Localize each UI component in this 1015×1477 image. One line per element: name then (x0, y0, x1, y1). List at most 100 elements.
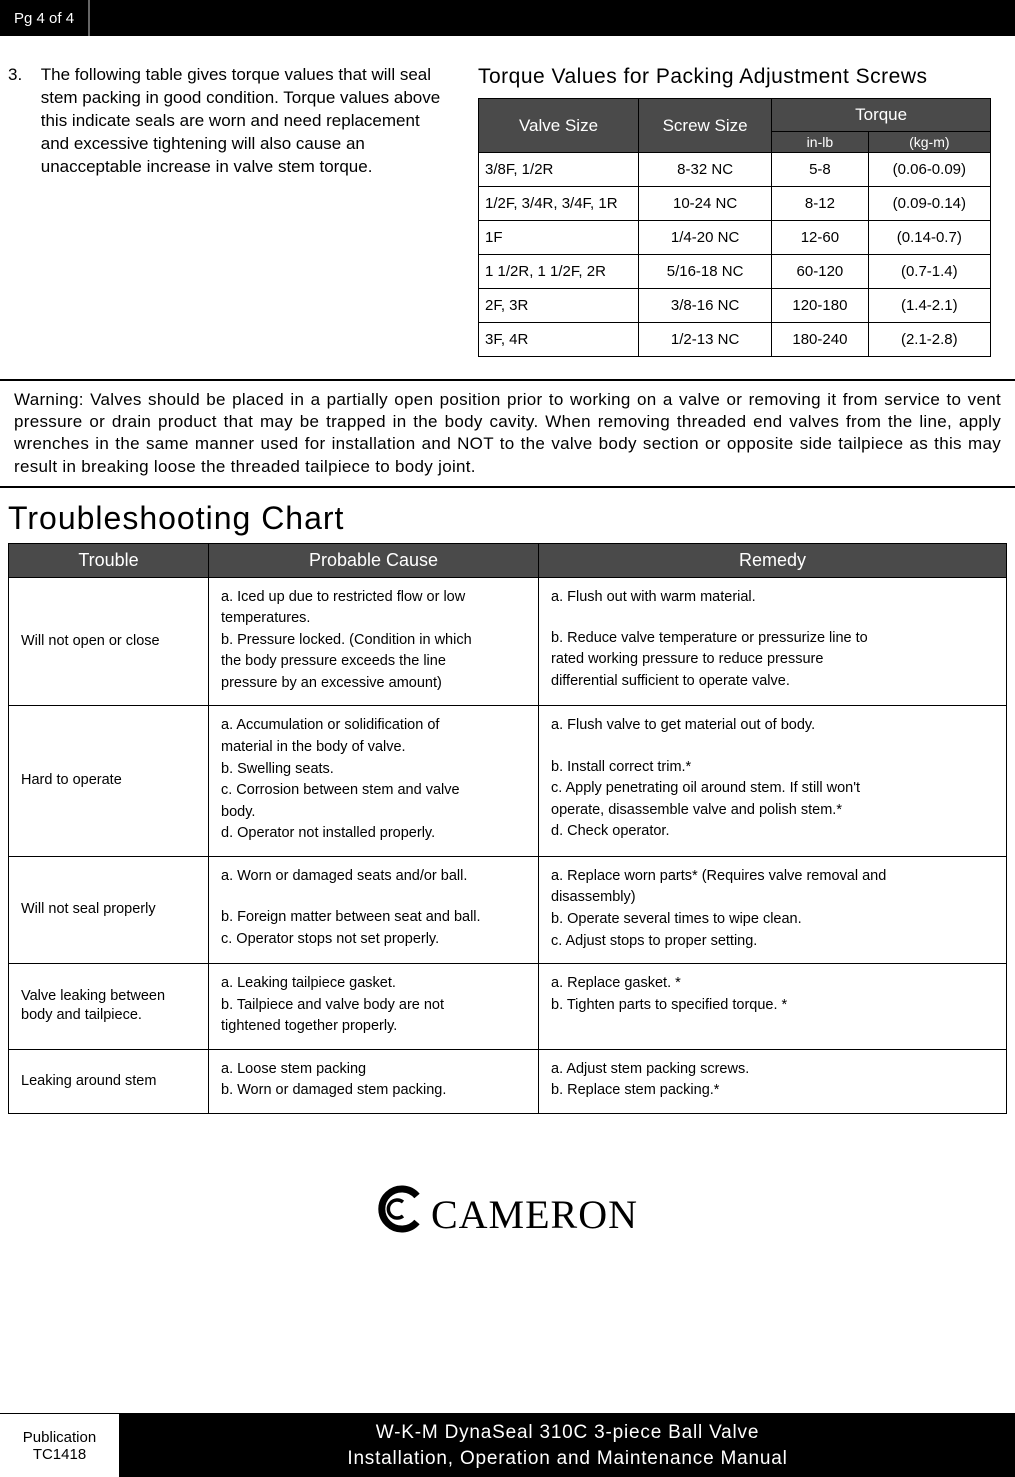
table-row: 3/8F, 1/2R8-32 NC5-8(0.06-0.09) (479, 153, 991, 187)
list-item: b. Pressure locked. (Condition in which (221, 631, 526, 651)
cell-valve: 1/2F, 3/4R, 3/4F, 1R (479, 187, 639, 221)
list-item: b. Worn or damaged stem packing. (221, 1081, 526, 1101)
pub-label: Publication (0, 1429, 119, 1446)
cell-screw: 8-32 NC (639, 153, 772, 187)
table-row: Hard to operatea. Accumulation or solidi… (9, 706, 1007, 856)
list-item: c. Corrosion between stem and valve (221, 781, 526, 801)
intro-paragraph: 3. The following table gives torque valu… (8, 64, 448, 357)
torque-table: Valve Size Screw Size Torque in-lb (kg-m… (478, 98, 991, 357)
intro-number: 3. (8, 64, 36, 87)
list-item: c. Operator stops not set properly. (221, 930, 526, 950)
cell-trouble: Will not seal properly (9, 856, 209, 963)
cell-remedy: a. Flush out with warm material. b. Redu… (539, 577, 1007, 706)
cell-kgm: (0.14-0.7) (868, 221, 990, 255)
logo-c-icon (377, 1184, 427, 1246)
page-number: Pg 4 of 4 (0, 0, 90, 36)
page-header: Pg 4 of 4 (0, 0, 1015, 36)
cell-inlb: 5-8 (772, 153, 868, 187)
table-row: 1 1/2R, 1 1/2F, 2R5/16-18 NC60-120(0.7-1… (479, 255, 991, 289)
cell-valve: 1 1/2R, 1 1/2F, 2R (479, 255, 639, 289)
cell-trouble: Valve leaking between body and tailpiece… (9, 964, 209, 1050)
footer-title: W-K-M DynaSeal 310C 3-piece Ball Valve I… (120, 1414, 1015, 1477)
list-item: b. Replace stem packing.* (551, 1081, 994, 1101)
table-row: 1/2F, 3/4R, 3/4F, 1R10-24 NC8-12(0.09-0.… (479, 187, 991, 221)
cell-trouble: Hard to operate (9, 706, 209, 856)
cell-screw: 1/4-20 NC (639, 221, 772, 255)
list-item: a. Replace worn parts* (Requires valve r… (551, 867, 994, 887)
list-item: pressure by an excessive amount) (221, 674, 526, 694)
th-kgm: (kg-m) (868, 132, 990, 153)
cell-remedy: a. Adjust stem packing screws.b. Replace… (539, 1049, 1007, 1113)
list-item: b. Foreign matter between seat and ball. (221, 908, 526, 928)
table-row: Will not seal properlya. Worn or damaged… (9, 856, 1007, 963)
table-row: Will not open or close a. Iced up due to … (9, 577, 1007, 706)
cell-kgm: (2.1-2.8) (868, 323, 990, 357)
list-item: c. Apply penetrating oil around stem. If… (551, 779, 994, 799)
list-item: a. Accumulation or solidification of (221, 716, 526, 736)
cell-valve: 3/8F, 1/2R (479, 153, 639, 187)
th-cause: Probable Cause (209, 543, 539, 577)
cell-inlb: 60-120 (772, 255, 868, 289)
cell-screw: 10-24 NC (639, 187, 772, 221)
torque-title: Torque Values for Packing Adjustment Scr… (478, 64, 991, 90)
logo-area: CAMERON (0, 1184, 1015, 1246)
warning-text: Warning: Valves should be placed in a pa… (0, 379, 1015, 487)
list-item: operate, disassemble valve and polish st… (551, 801, 994, 821)
list-item: temperatures. (221, 609, 526, 629)
page-footer: Publication TC1418 W-K-M DynaSeal 310C 3… (0, 1413, 1015, 1477)
th-inlb: in-lb (772, 132, 868, 153)
cell-kgm: (0.7-1.4) (868, 255, 990, 289)
list-item: d. Check operator. (551, 822, 994, 842)
list-item: a. Flush out with warm material. (551, 588, 994, 608)
troubleshooting-table: Trouble Probable Cause Remedy Will not o… (8, 543, 1007, 1114)
cell-remedy: a. Flush valve to get material out of bo… (539, 706, 1007, 856)
list-item: b. Operate several times to wipe clean. (551, 910, 994, 930)
list-item: material in the body of valve. (221, 738, 526, 758)
footer-line1: W-K-M DynaSeal 310C 3-piece Ball Valve (120, 1420, 1015, 1446)
list-item: b. Reduce valve temperature or pressuriz… (551, 629, 994, 649)
table-row: 3F, 4R1/2-13 NC180-240(2.1-2.8) (479, 323, 991, 357)
list-item: b. Tailpiece and valve body are not (221, 996, 526, 1016)
pub-code: TC1418 (0, 1446, 119, 1463)
cell-cause: a. Worn or damaged seats and/or ball. b.… (209, 856, 539, 963)
cell-kgm: (0.06-0.09) (868, 153, 990, 187)
list-item: b. Tighten parts to specified torque. * (551, 996, 994, 1016)
list-item: rated working pressure to reduce pressur… (551, 650, 994, 670)
th-trouble: Trouble (9, 543, 209, 577)
cell-remedy: a. Replace worn parts* (Requires valve r… (539, 856, 1007, 963)
list-item: body. (221, 803, 526, 823)
intro-text: The following table gives torque values … (41, 64, 441, 179)
cell-valve: 2F, 3R (479, 289, 639, 323)
table-row: 2F, 3R3/8-16 NC120-180(1.4-2.1) (479, 289, 991, 323)
cameron-logo: CAMERON (377, 1184, 638, 1246)
cell-cause: a. Accumulation or solidification of mat… (209, 706, 539, 856)
list-item: differential sufficient to operate valve… (551, 672, 994, 692)
cell-valve: 1F (479, 221, 639, 255)
cell-screw: 1/2-13 NC (639, 323, 772, 357)
list-item: disassembly) (551, 888, 994, 908)
list-item: b. Install correct trim.* (551, 758, 994, 778)
th-screw: Screw Size (639, 99, 772, 153)
cell-remedy: a. Replace gasket. *b. Tighten parts to … (539, 964, 1007, 1050)
list-item: a. Leaking tailpiece gasket. (221, 974, 526, 994)
cell-valve: 3F, 4R (479, 323, 639, 357)
cell-inlb: 120-180 (772, 289, 868, 323)
cell-trouble: Will not open or close (9, 577, 209, 706)
troubleshooting-title: Troubleshooting Chart (0, 496, 1015, 543)
cell-screw: 3/8-16 NC (639, 289, 772, 323)
footer-publication: Publication TC1418 (0, 1414, 120, 1477)
list-item: a. Iced up due to restricted flow or low (221, 588, 526, 608)
list-item: tightened together properly. (221, 1017, 526, 1037)
list-item: a. Flush valve to get material out of bo… (551, 716, 994, 736)
list-item: a. Loose stem packing (221, 1060, 526, 1080)
table-row: Valve leaking between body and tailpiece… (9, 964, 1007, 1050)
torque-section: Torque Values for Packing Adjustment Scr… (478, 64, 991, 357)
logo-text: CAMERON (431, 1191, 638, 1238)
cell-inlb: 8-12 (772, 187, 868, 221)
th-torque: Torque (772, 99, 991, 132)
footer-line2: Installation, Operation and Maintenance … (120, 1446, 1015, 1472)
th-remedy: Remedy (539, 543, 1007, 577)
list-item: b. Swelling seats. (221, 760, 526, 780)
cell-kgm: (1.4-2.1) (868, 289, 990, 323)
list-item: a. Worn or damaged seats and/or ball. (221, 867, 526, 887)
